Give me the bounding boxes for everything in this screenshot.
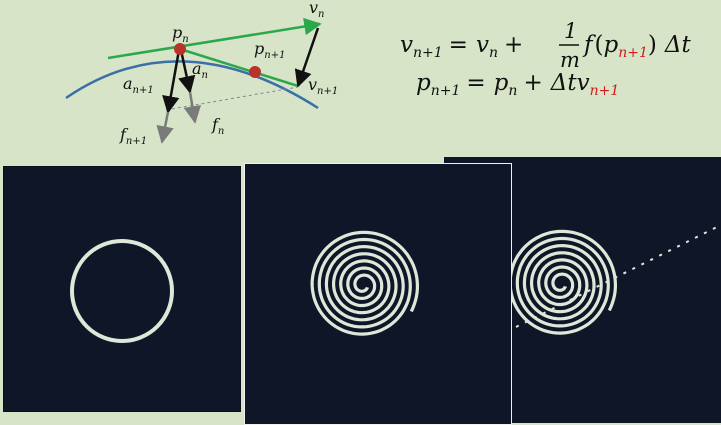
label-an: an (192, 59, 208, 81)
panel-circle-orbit (3, 166, 241, 412)
label-fn: fn (211, 115, 224, 137)
label-fn1: fn+1 (119, 125, 147, 147)
svg-text:pn+1=pn+Δtvn+1: pn+1 = pn + Δtvn+1 (416, 70, 619, 99)
integration-diagram: pn vn an an+1 fn fn+1 pn+1 vn+1 vn+1 = vn +… (65, 0, 691, 147)
velocity-vn-arrow (107, 17, 322, 60)
label-pn: pn (172, 23, 189, 45)
label-an1: an+1 (123, 74, 154, 96)
svg-text:f(pn+1)Δt: f(pn+1) Δt (582, 32, 691, 61)
position-update-equation: pn+1 = pn + Δtvn+1 (416, 70, 619, 99)
accel-an1-arrow (162, 49, 181, 114)
fraction-denominator: m (560, 48, 580, 72)
velocity-path-line (179, 47, 299, 88)
spiral-orbit-trace (310, 230, 419, 336)
force-fn-arrow (183, 91, 202, 124)
spiral-escape-orbit-plot (508, 224, 721, 335)
label-pn1: pn+1 (254, 39, 285, 61)
svg-text:vn+1=vn+: vn+1 = vn + (400, 32, 523, 61)
velocity-update-equation: vn+1 = vn + 1 m f(pn+1) Δt (400, 19, 691, 72)
circle-orbit-plot (70, 239, 174, 343)
circle-orbit-trace (70, 239, 174, 343)
trajectory-curve (65, 60, 319, 110)
velocity-delta-arrow (294, 27, 320, 88)
spiral-escape-orbit-trace (508, 229, 617, 335)
panel-spiral-orbit (244, 163, 512, 425)
point-pn1 (249, 66, 261, 78)
dashed-helper-line (165, 86, 299, 111)
fraction-numerator: 1 (564, 19, 577, 43)
force-fn1-arrow (156, 111, 174, 144)
accel-an-arrow (178, 49, 196, 94)
label-vn: vn (309, 0, 325, 20)
label-vn1: vn+1 (308, 75, 338, 97)
point-pn (174, 43, 186, 55)
spiral-orbit-plot (310, 230, 419, 336)
escape-trajectory-trace (515, 224, 721, 328)
